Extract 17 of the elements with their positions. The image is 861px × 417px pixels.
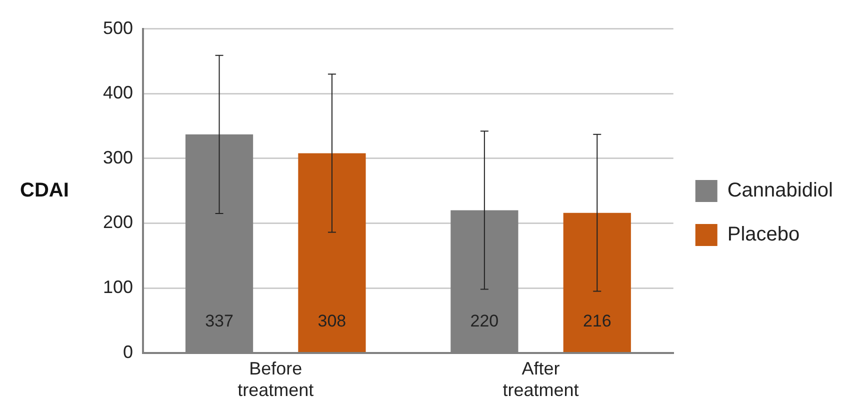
y-tick-label: 400 [102, 82, 134, 103]
x-tick-label: After treatment [502, 358, 579, 400]
legend-label: Placebo [727, 224, 800, 246]
data-label: 308 [318, 312, 346, 331]
data-label: 337 [205, 312, 234, 331]
data-label: 220 [470, 312, 499, 331]
x-tick-label: Before treatment [238, 358, 314, 400]
y-tick-label: 200 [102, 212, 134, 232]
data-label: 216 [582, 312, 612, 331]
y-tick-label: 500 [102, 18, 134, 38]
bar [563, 212, 631, 352]
y-tick-label: 0 [123, 342, 134, 362]
y-axis-title: CDAI [20, 179, 69, 202]
legend-label: Cannabidiol [727, 180, 834, 202]
bar [298, 153, 366, 352]
y-tick-label: 100 [102, 276, 134, 297]
y-tick-label: 300 [102, 147, 134, 168]
